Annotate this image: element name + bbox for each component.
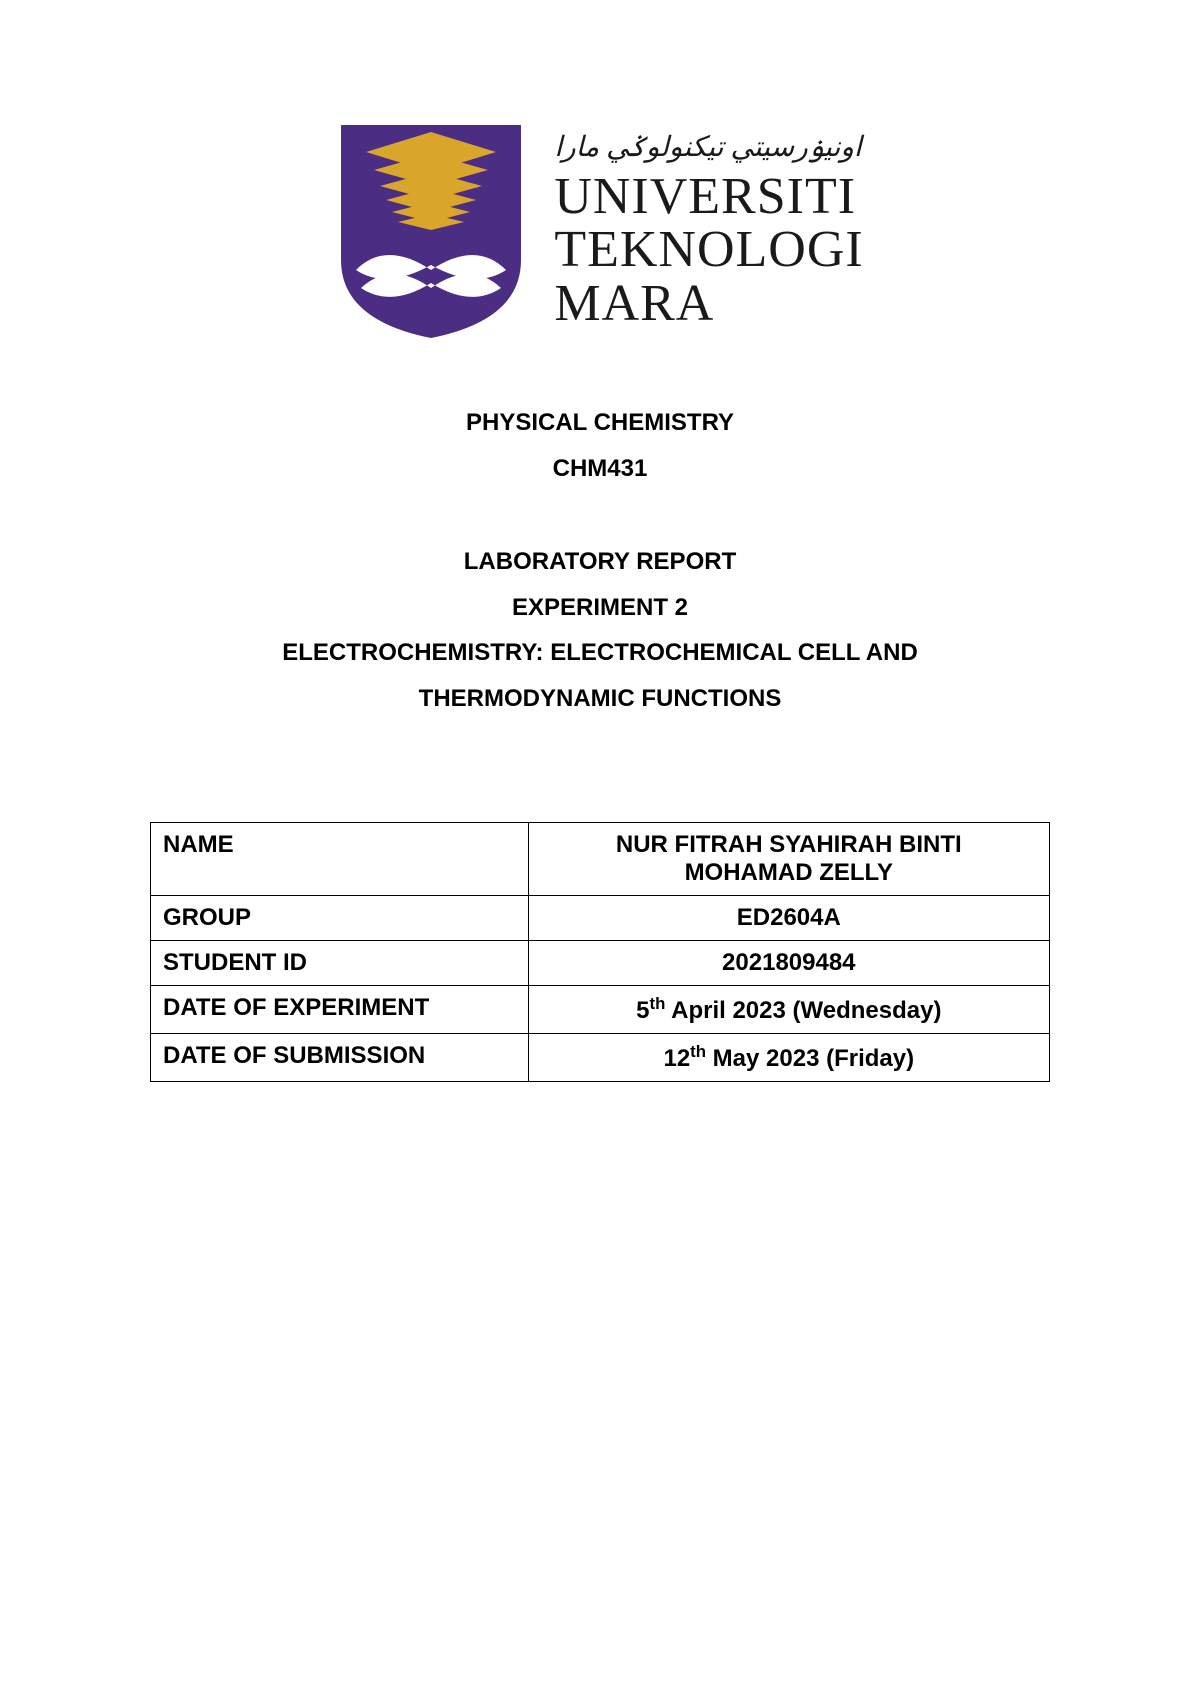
experiment-number: EXPERIMENT 2: [150, 585, 1050, 631]
table-row: NAMENUR FITRAH SYAHIRAH BINTIMOHAMAD ZEL…: [151, 822, 1050, 895]
table-label: DATE OF EXPERIMENT: [151, 985, 529, 1033]
table-label: NAME: [151, 822, 529, 895]
info-table-body: NAMENUR FITRAH SYAHIRAH BINTIMOHAMAD ZEL…: [151, 822, 1050, 1081]
uitm-shield-icon: [336, 120, 526, 340]
table-value: NUR FITRAH SYAHIRAH BINTIMOHAMAD ZELLY: [528, 822, 1049, 895]
table-label: STUDENT ID: [151, 940, 529, 985]
university-name-block: اونيۏرسيتي تيكنولوݢي مارا UNIVERSITI TEK…: [554, 130, 863, 329]
university-logo-block: اونيۏرسيتي تيكنولوݢي مارا UNIVERSITI TEK…: [150, 120, 1050, 340]
university-name-line2: TEKNOLOGI: [554, 223, 863, 276]
table-value: 12th May 2023 (Friday): [528, 1033, 1049, 1081]
course-code: CHM431: [150, 446, 1050, 492]
table-row: DATE OF SUBMISSION12th May 2023 (Friday): [151, 1033, 1050, 1081]
course-title: PHYSICAL CHEMISTRY: [150, 400, 1050, 446]
experiment-title-line2: THERMODYNAMIC FUNCTIONS: [150, 676, 1050, 722]
university-name-line1: UNIVERSITI: [554, 170, 863, 223]
table-row: GROUPED2604A: [151, 895, 1050, 940]
info-table: NAMENUR FITRAH SYAHIRAH BINTIMOHAMAD ZEL…: [150, 822, 1050, 1082]
table-row: STUDENT ID2021809484: [151, 940, 1050, 985]
table-label: DATE OF SUBMISSION: [151, 1033, 529, 1081]
table-value: 5th April 2023 (Wednesday): [528, 985, 1049, 1033]
university-name-line3: MARA: [554, 277, 863, 330]
report-label: LABORATORY REPORT: [150, 539, 1050, 585]
university-name-arabic: اونيۏرسيتي تيكنولوݢي مارا: [554, 130, 863, 164]
table-label: GROUP: [151, 895, 529, 940]
table-row: DATE OF EXPERIMENT5th April 2023 (Wednes…: [151, 985, 1050, 1033]
document-page: اونيۏرسيتي تيكنولوݢي مارا UNIVERSITI TEK…: [0, 0, 1200, 1697]
table-value: ED2604A: [528, 895, 1049, 940]
table-value: 2021809484: [528, 940, 1049, 985]
experiment-title-line1: ELECTROCHEMISTRY: ELECTROCHEMICAL CELL A…: [150, 630, 1050, 676]
document-headings: PHYSICAL CHEMISTRY CHM431 LABORATORY REP…: [150, 400, 1050, 722]
